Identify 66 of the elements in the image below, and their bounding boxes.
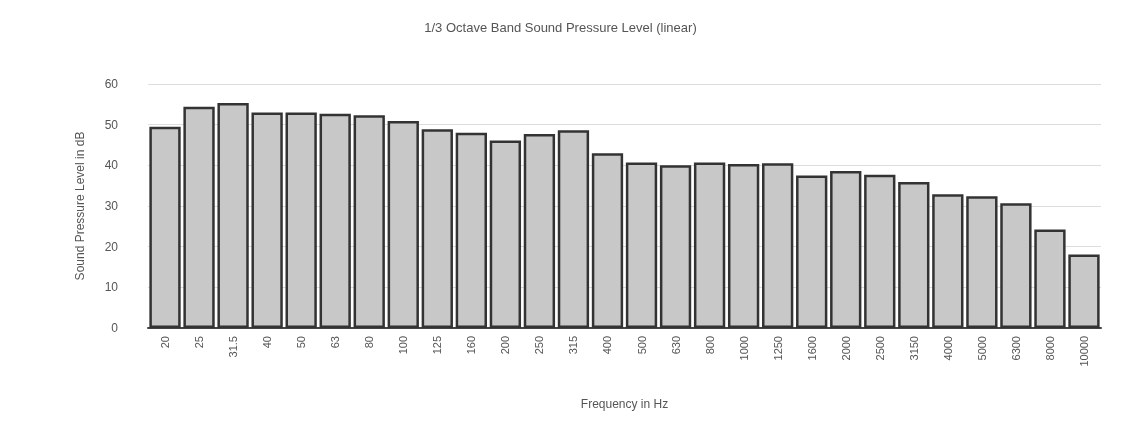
x-tick-label: 1600 — [805, 336, 818, 361]
x-tick-label: 250 — [533, 336, 546, 355]
y-tick-label: 40 — [104, 158, 119, 173]
chart-title: 1/3 Octave Band Sound Pressure Level (linear) — [424, 20, 697, 35]
x-tick-label: 31.5 — [227, 336, 240, 358]
x-tick-label: 1250 — [771, 336, 784, 361]
x-tick-label: 1000 — [737, 336, 750, 361]
bar — [659, 165, 692, 328]
bar — [762, 163, 794, 328]
x-tick-label: 25 — [193, 336, 206, 349]
x-tick-label: 160 — [465, 336, 478, 355]
bar — [830, 171, 862, 328]
y-tick-label: 10 — [104, 280, 119, 295]
bar — [149, 126, 181, 328]
bar — [1034, 229, 1066, 328]
y-tick-label: 50 — [104, 117, 119, 132]
bar — [183, 106, 215, 328]
y-tick-label: 60 — [104, 77, 119, 91]
x-tick-label: 400 — [601, 336, 614, 355]
bar — [864, 174, 896, 328]
bar — [796, 175, 828, 328]
x-tick-label: 800 — [703, 336, 716, 355]
x-tick-label: 2000 — [839, 336, 852, 361]
bar — [1000, 203, 1032, 328]
x-tick-label: 5000 — [975, 336, 988, 361]
bar — [557, 130, 590, 328]
bar — [693, 162, 726, 328]
x-tick-label: 20 — [159, 336, 172, 349]
x-tick-label: 63 — [329, 336, 342, 349]
y-tick-label: 20 — [104, 239, 119, 254]
bar — [1068, 254, 1100, 328]
bar — [727, 164, 760, 328]
y-tick-label: 30 — [104, 199, 119, 213]
x-tick-label: 10000 — [1077, 336, 1090, 367]
x-tick-label: 630 — [669, 336, 682, 355]
y-axis-title: Sound Pressure Level in dB — [73, 131, 87, 281]
bar — [455, 132, 487, 328]
x-tick-label: 50 — [295, 336, 308, 349]
bar — [217, 103, 249, 328]
bar — [353, 115, 385, 328]
bar — [251, 112, 283, 328]
x-tick-label: 4000 — [941, 336, 954, 361]
bar — [898, 182, 930, 328]
bar — [285, 112, 317, 328]
bar — [319, 113, 351, 328]
bar — [932, 194, 964, 328]
bar — [421, 129, 453, 328]
x-tick-label: 8000 — [1043, 336, 1056, 361]
x-tick-label: 100 — [397, 336, 410, 355]
x-tick-label: 200 — [499, 336, 512, 355]
x-tick-label: 315 — [567, 336, 580, 355]
bar — [591, 153, 624, 328]
x-tick-label: 6300 — [1009, 336, 1022, 361]
x-tick-label: 80 — [363, 336, 376, 349]
bar — [625, 162, 658, 328]
bar — [489, 140, 522, 328]
x-tick-label: 500 — [635, 336, 648, 355]
x-tick-label: 125 — [431, 336, 444, 355]
bar — [966, 196, 998, 328]
x-axis-title: Frequency in Hz — [580, 397, 669, 411]
x-tick-label: 3150 — [907, 336, 920, 361]
x-tick-label: 40 — [261, 336, 274, 349]
x-tick-label: 2500 — [873, 336, 886, 361]
bar — [523, 134, 556, 328]
y-tick-label: 0 — [111, 321, 119, 335]
bar — [387, 121, 419, 328]
